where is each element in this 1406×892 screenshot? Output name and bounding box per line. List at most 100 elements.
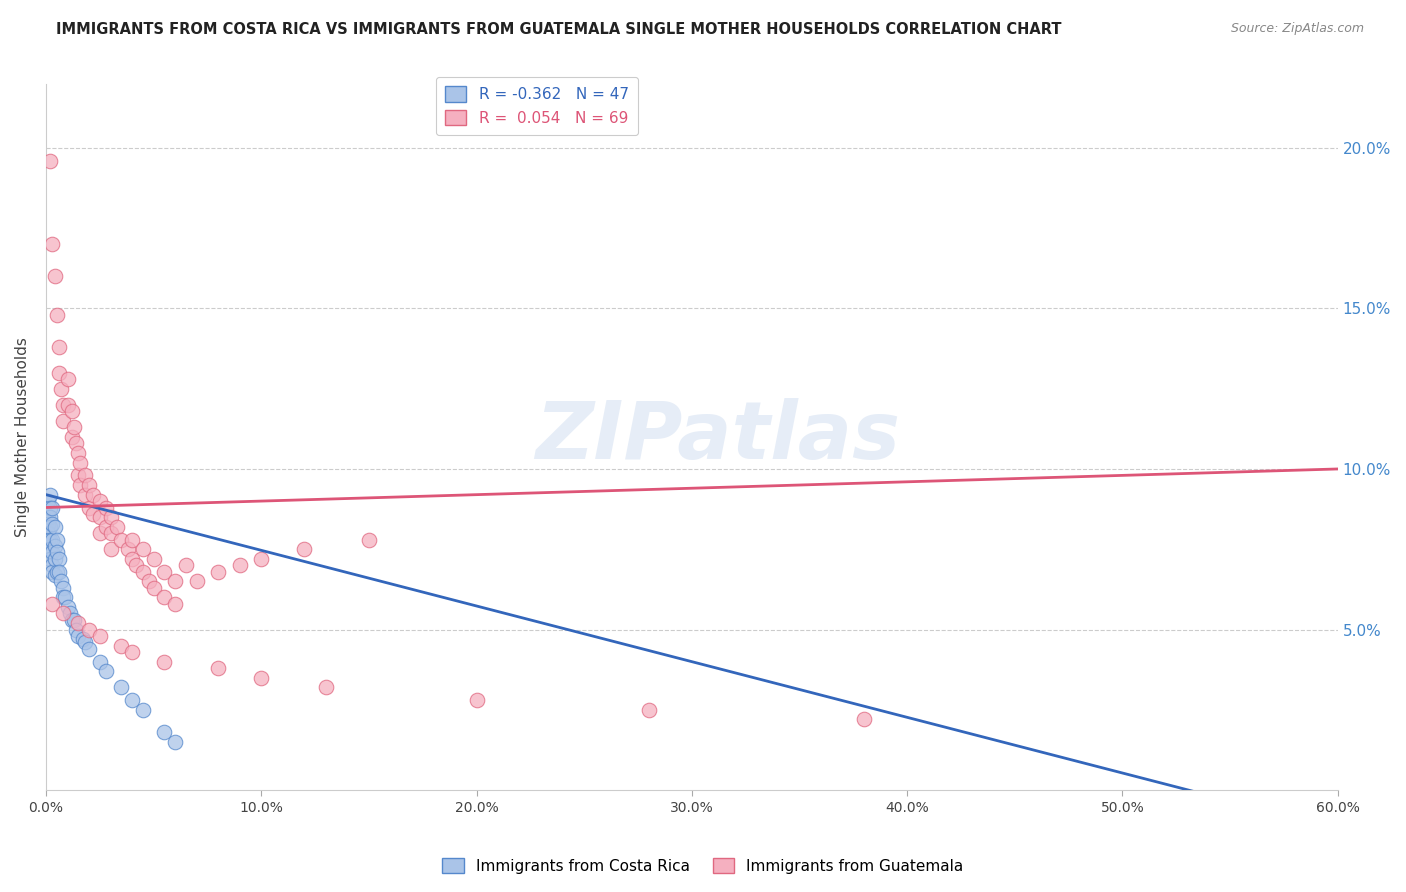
Point bbox=[67, 468, 90, 483]
Point bbox=[132, 703, 155, 717]
Point bbox=[39, 520, 62, 534]
Point bbox=[121, 552, 143, 566]
Point bbox=[44, 520, 66, 534]
Point bbox=[44, 568, 66, 582]
Point bbox=[41, 558, 63, 573]
Point bbox=[48, 552, 70, 566]
Point bbox=[853, 713, 876, 727]
Point bbox=[110, 533, 132, 547]
Point bbox=[250, 671, 273, 685]
Point bbox=[132, 542, 155, 557]
Point bbox=[637, 703, 659, 717]
Point bbox=[89, 526, 111, 541]
Point bbox=[315, 681, 337, 695]
Point bbox=[41, 565, 63, 579]
Point bbox=[53, 591, 76, 605]
Point bbox=[48, 340, 70, 354]
Point bbox=[153, 655, 176, 669]
Point bbox=[56, 372, 79, 386]
Point bbox=[37, 510, 59, 524]
Point bbox=[41, 237, 63, 252]
Point bbox=[39, 153, 62, 168]
Point bbox=[89, 494, 111, 508]
Point bbox=[82, 507, 104, 521]
Point bbox=[41, 597, 63, 611]
Point bbox=[89, 629, 111, 643]
Point bbox=[142, 552, 165, 566]
Point bbox=[153, 565, 176, 579]
Point bbox=[77, 641, 100, 656]
Point bbox=[39, 510, 62, 524]
Point bbox=[73, 468, 96, 483]
Point bbox=[67, 616, 90, 631]
Point bbox=[49, 574, 72, 589]
Point bbox=[100, 526, 122, 541]
Point bbox=[63, 613, 86, 627]
Point bbox=[165, 735, 187, 749]
Point bbox=[45, 565, 67, 579]
Point bbox=[165, 574, 187, 589]
Point bbox=[73, 635, 96, 649]
Point bbox=[37, 526, 59, 541]
Point bbox=[89, 655, 111, 669]
Point bbox=[229, 558, 252, 573]
Point bbox=[45, 308, 67, 322]
Point bbox=[48, 565, 70, 579]
Point bbox=[77, 500, 100, 515]
Legend: Immigrants from Costa Rica, Immigrants from Guatemala: Immigrants from Costa Rica, Immigrants f… bbox=[436, 852, 970, 880]
Point bbox=[63, 420, 86, 434]
Point bbox=[82, 488, 104, 502]
Point bbox=[153, 725, 176, 739]
Point bbox=[48, 366, 70, 380]
Point bbox=[65, 623, 87, 637]
Text: IMMIGRANTS FROM COSTA RICA VS IMMIGRANTS FROM GUATEMALA SINGLE MOTHER HOUSEHOLDS: IMMIGRANTS FROM COSTA RICA VS IMMIGRANTS… bbox=[56, 22, 1062, 37]
Point bbox=[39, 488, 62, 502]
Point bbox=[60, 404, 83, 418]
Point bbox=[121, 533, 143, 547]
Point bbox=[132, 565, 155, 579]
Point bbox=[186, 574, 208, 589]
Point bbox=[45, 533, 67, 547]
Point bbox=[69, 478, 91, 492]
Point bbox=[37, 533, 59, 547]
Point bbox=[138, 574, 160, 589]
Point bbox=[96, 520, 118, 534]
Point bbox=[59, 607, 82, 621]
Point bbox=[37, 494, 59, 508]
Point bbox=[153, 591, 176, 605]
Point bbox=[39, 542, 62, 557]
Point bbox=[357, 533, 380, 547]
Point bbox=[67, 629, 90, 643]
Point bbox=[142, 581, 165, 595]
Point bbox=[44, 552, 66, 566]
Point bbox=[37, 516, 59, 531]
Point bbox=[52, 607, 75, 621]
Point bbox=[45, 545, 67, 559]
Point bbox=[49, 382, 72, 396]
Point bbox=[56, 398, 79, 412]
Point bbox=[52, 591, 75, 605]
Point bbox=[96, 665, 118, 679]
Point bbox=[77, 478, 100, 492]
Point bbox=[100, 542, 122, 557]
Point bbox=[72, 632, 94, 647]
Point bbox=[41, 500, 63, 515]
Point bbox=[52, 398, 75, 412]
Point bbox=[39, 500, 62, 515]
Point bbox=[52, 581, 75, 595]
Point bbox=[165, 597, 187, 611]
Point bbox=[77, 623, 100, 637]
Point bbox=[44, 539, 66, 553]
Point bbox=[292, 542, 315, 557]
Point bbox=[100, 510, 122, 524]
Point bbox=[110, 639, 132, 653]
Point bbox=[65, 436, 87, 450]
Point bbox=[39, 552, 62, 566]
Point bbox=[39, 533, 62, 547]
Point bbox=[207, 661, 229, 675]
Point bbox=[121, 645, 143, 659]
Point bbox=[52, 414, 75, 428]
Point bbox=[207, 565, 229, 579]
Point bbox=[89, 510, 111, 524]
Point bbox=[41, 545, 63, 559]
